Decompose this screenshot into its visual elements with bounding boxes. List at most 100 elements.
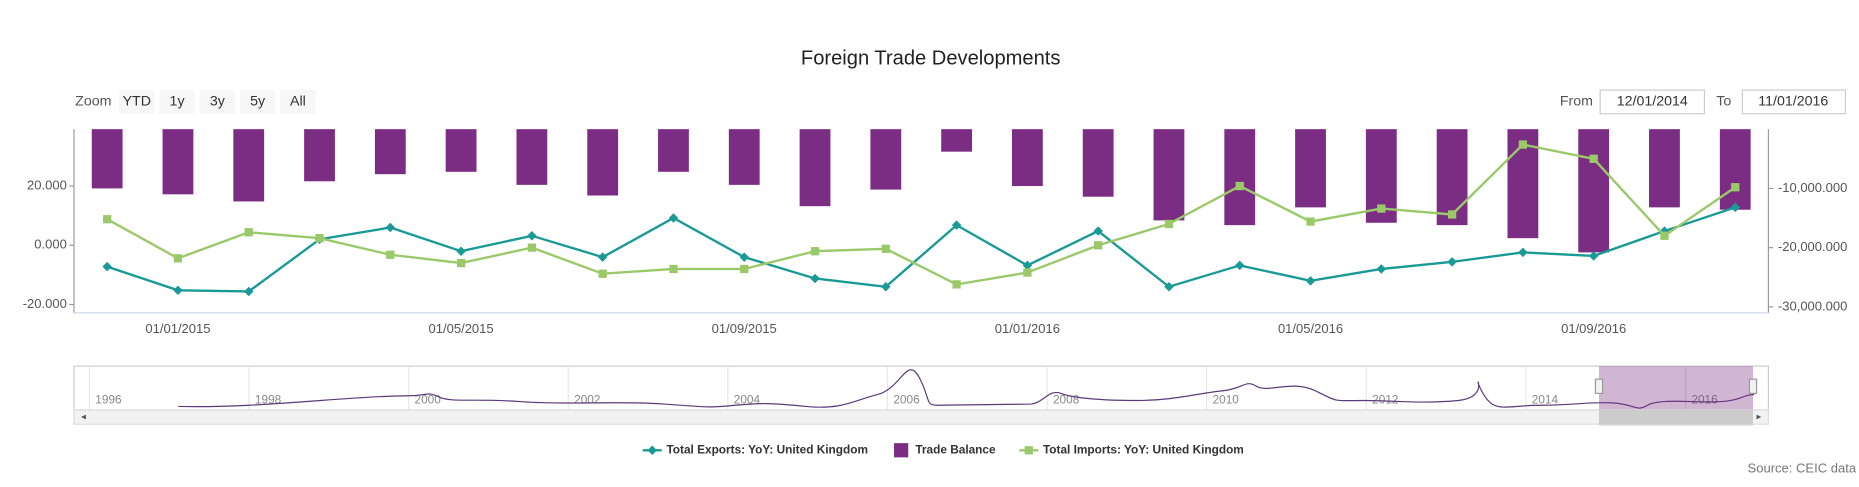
x-tick-label: 01/09/2016 [1561,321,1626,336]
marker [1094,241,1103,250]
marker [952,280,961,289]
marker [1447,257,1457,267]
bar [941,129,973,152]
marker [669,264,678,274]
y2-tick-label: -30,000.000 [1778,298,1847,313]
bar [162,129,194,195]
to-label: To [1716,94,1731,110]
navigator-year: 1996 [95,393,122,407]
chart-title: Foreign Trade Developments [801,48,1061,70]
marker [598,269,607,278]
marker [244,228,253,237]
legend-marker [647,445,657,456]
marker [740,264,749,274]
marker [739,252,749,262]
plot: 20.000 0.000 -20.000 -10,000.000 -20,000.000… [23,129,1847,336]
marker [1164,282,1174,292]
navigator-line [178,369,1755,409]
zoom-button[interactable] [280,90,316,114]
line [106,143,1736,286]
zoom-button[interactable] [199,90,236,114]
marker [1093,226,1103,236]
navigator-year: 2002 [574,393,600,407]
scrollbar-thumb[interactable] [1598,409,1754,425]
marker [1447,210,1457,219]
bar [233,129,265,202]
bar [1719,129,1751,210]
navigator-year: 2016 [1691,393,1718,407]
marker [1660,231,1669,240]
scroll-left[interactable]: ◂ [81,412,86,423]
navigator-year: 2004 [734,393,761,407]
y2-tick-label: -20,000.000 [1778,239,1847,254]
legend: Total Exports: YoY: United Kingdom Trade … [642,442,1244,458]
marker [1023,268,1032,277]
marker [881,282,891,292]
zoom-buttons: YTD 1y 3y 5y All [119,90,316,114]
legend-symbol[interactable] [894,443,909,458]
zoom-button-label: YTD [123,94,151,110]
scroll-right[interactable]: ▸ [1757,412,1762,423]
bar [1011,129,1043,187]
bar [1578,129,1610,253]
scrollbar[interactable] [73,409,1770,425]
marker [1588,251,1599,261]
navigator-year: 2000 [415,393,442,407]
x-tick-label: 01/09/2015 [712,321,777,336]
bar [870,129,902,190]
navigator-handle[interactable] [1594,378,1604,394]
from-label: From [1560,94,1593,110]
bar [445,129,477,172]
bar [1436,129,1468,226]
zoom-button[interactable] [119,90,155,114]
navigator-handle[interactable] [1748,378,1758,394]
marker [1377,204,1386,213]
from-input[interactable] [1599,89,1706,115]
line [106,206,1736,293]
zoom-button-label: 5y [250,94,266,110]
zoom-button[interactable] [239,90,276,114]
x-tick-label: 01/01/2016 [995,321,1060,336]
bar [1224,129,1256,226]
marker [102,261,112,272]
marker [1731,183,1740,192]
navigator-year: 2010 [1213,393,1240,407]
from-value: 12/01/2014 [1617,94,1688,110]
legend-label[interactable]: Total Exports: YoY: United Kingdom [666,442,868,456]
bar [799,129,831,207]
bar [658,129,689,172]
bar [1082,129,1114,197]
marker [103,215,112,224]
marker [951,220,962,230]
marker [173,285,183,296]
bar [1649,129,1680,208]
navigator-year: 1998 [255,393,282,407]
marker [1518,247,1528,258]
zoom-button-label: 3y [210,94,226,110]
marker [315,234,324,243]
navigator[interactable] [73,365,1770,411]
legend-label[interactable]: Trade Balance [915,442,996,456]
zoom-button[interactable] [159,90,195,114]
y-tick-label: -20.000 [23,296,67,311]
navigator-year: 2012 [1372,393,1398,407]
marker [1589,154,1598,163]
marker [1164,219,1174,229]
marker [527,243,537,252]
zoom-label: Zoom [75,94,111,110]
legend-label[interactable]: Total Imports: YoY: United Kingdom [1043,442,1244,456]
marker [1235,260,1245,271]
marker [881,244,890,253]
x-tick-label: 01/01/2015 [145,321,210,336]
zoom-button-label: 1y [170,94,186,110]
marker [527,231,537,241]
y-tick-label: 0.000 [34,237,67,252]
marker [810,247,820,256]
to-input[interactable] [1741,89,1847,115]
bar [374,129,406,175]
marker [1306,217,1315,226]
marker [385,222,396,233]
marker [173,254,183,263]
x-tick-label: 01/05/2016 [1278,321,1343,336]
